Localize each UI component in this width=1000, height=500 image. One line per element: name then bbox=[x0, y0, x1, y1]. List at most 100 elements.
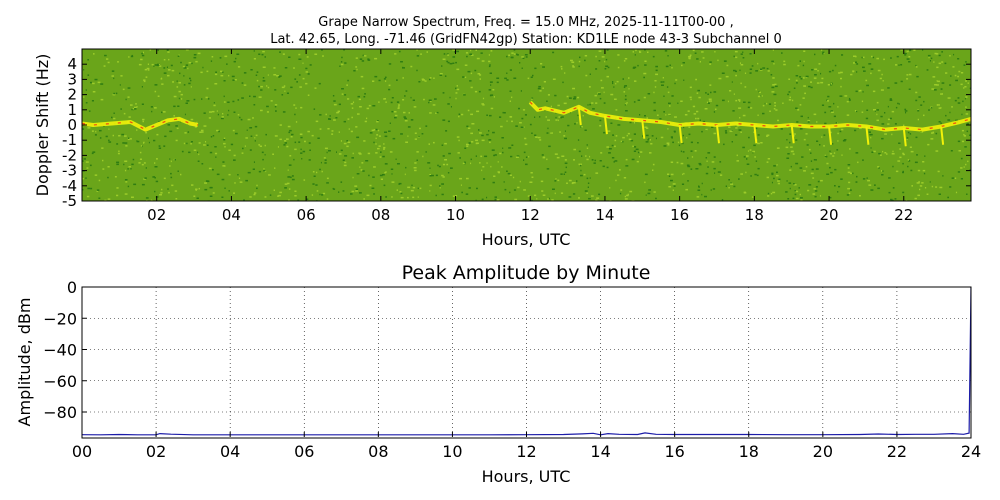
noise-speck bbox=[213, 102, 215, 104]
noise-speck bbox=[830, 84, 833, 86]
noise-speck bbox=[294, 113, 296, 116]
noise-speck bbox=[283, 144, 286, 146]
noise-speck bbox=[869, 134, 872, 136]
noise-speck bbox=[182, 65, 185, 68]
noise-speck bbox=[323, 157, 326, 159]
signal-streak bbox=[577, 106, 582, 126]
noise-speck bbox=[940, 122, 942, 124]
noise-speck bbox=[158, 65, 162, 67]
noise-speck bbox=[742, 114, 746, 117]
noise-speck bbox=[83, 96, 85, 98]
noise-speck bbox=[347, 98, 350, 100]
noise-speck bbox=[233, 192, 235, 194]
noise-speck bbox=[175, 125, 178, 127]
noise-speck bbox=[900, 49, 903, 51]
noise-speck bbox=[761, 95, 763, 97]
noise-speck bbox=[840, 71, 843, 74]
spectrum-x-tick-label: 20 bbox=[820, 206, 839, 224]
noise-speck bbox=[425, 151, 427, 153]
noise-speck bbox=[870, 133, 873, 136]
noise-speck bbox=[762, 104, 765, 107]
noise-speck bbox=[145, 76, 148, 78]
noise-speck bbox=[687, 165, 691, 168]
noise-speck bbox=[154, 64, 157, 66]
noise-speck bbox=[247, 118, 251, 121]
noise-speck bbox=[771, 86, 775, 89]
noise-speck bbox=[573, 98, 576, 100]
noise-speck bbox=[666, 86, 669, 88]
noise-speck bbox=[754, 173, 757, 176]
noise-speck bbox=[284, 187, 287, 189]
noise-speck bbox=[197, 160, 200, 162]
noise-speck bbox=[256, 79, 259, 82]
noise-speck bbox=[595, 102, 598, 104]
noise-speck bbox=[628, 138, 632, 141]
spectrum-y-tick-label: 3 bbox=[67, 70, 77, 88]
noise-speck bbox=[554, 192, 556, 195]
noise-speck bbox=[738, 129, 742, 131]
noise-speck bbox=[697, 142, 699, 144]
noise-speck bbox=[655, 65, 658, 68]
noise-speck bbox=[284, 140, 287, 142]
noise-speck bbox=[339, 65, 341, 67]
noise-speck bbox=[670, 179, 673, 182]
noise-speck bbox=[932, 131, 934, 134]
noise-speck bbox=[220, 74, 224, 77]
noise-speck bbox=[113, 77, 115, 80]
noise-speck bbox=[508, 54, 510, 56]
noise-speck bbox=[615, 179, 617, 182]
noise-speck bbox=[105, 135, 108, 138]
noise-speck bbox=[233, 111, 236, 113]
noise-speck bbox=[859, 195, 861, 197]
noise-speck bbox=[175, 139, 178, 142]
noise-speck bbox=[598, 193, 600, 196]
noise-speck bbox=[412, 196, 415, 199]
noise-speck bbox=[203, 125, 207, 127]
noise-speck bbox=[355, 57, 358, 59]
noise-speck bbox=[269, 194, 272, 196]
noise-speck bbox=[494, 198, 497, 201]
noise-speck bbox=[683, 126, 685, 129]
noise-speck bbox=[922, 169, 926, 172]
noise-speck bbox=[361, 60, 365, 62]
noise-speck bbox=[597, 92, 601, 94]
noise-speck bbox=[385, 171, 387, 173]
noise-speck bbox=[908, 61, 911, 63]
noise-speck bbox=[643, 72, 647, 75]
noise-speck bbox=[624, 104, 626, 106]
noise-speck bbox=[264, 196, 267, 198]
noise-speck bbox=[915, 91, 918, 94]
signal-streak bbox=[790, 124, 795, 144]
noise-speck bbox=[354, 185, 358, 187]
noise-speck bbox=[694, 150, 697, 152]
noise-speck bbox=[492, 131, 495, 134]
noise-speck bbox=[863, 70, 866, 72]
noise-speck bbox=[794, 193, 797, 196]
noise-speck bbox=[340, 63, 344, 66]
noise-speck bbox=[638, 155, 640, 158]
noise-speck bbox=[810, 172, 814, 175]
noise-speck bbox=[902, 191, 905, 194]
noise-speck bbox=[419, 127, 421, 130]
noise-speck bbox=[287, 176, 291, 178]
noise-speck bbox=[273, 74, 277, 76]
noise-speck bbox=[884, 112, 886, 114]
noise-speck bbox=[426, 51, 428, 53]
noise-speck bbox=[706, 101, 708, 104]
noise-speck bbox=[446, 53, 449, 55]
noise-speck bbox=[810, 160, 813, 162]
noise-speck bbox=[407, 135, 409, 137]
noise-speck bbox=[651, 135, 654, 137]
noise-speck bbox=[104, 199, 107, 201]
noise-speck bbox=[512, 176, 515, 179]
noise-speck bbox=[633, 101, 636, 103]
noise-speck bbox=[272, 153, 274, 155]
noise-speck bbox=[904, 108, 907, 111]
noise-speck bbox=[846, 114, 850, 116]
noise-speck bbox=[332, 95, 335, 97]
noise-speck bbox=[887, 123, 890, 125]
noise-speck bbox=[624, 198, 628, 200]
noise-speck bbox=[941, 61, 944, 63]
noise-speck bbox=[774, 102, 776, 104]
noise-speck bbox=[336, 111, 339, 114]
